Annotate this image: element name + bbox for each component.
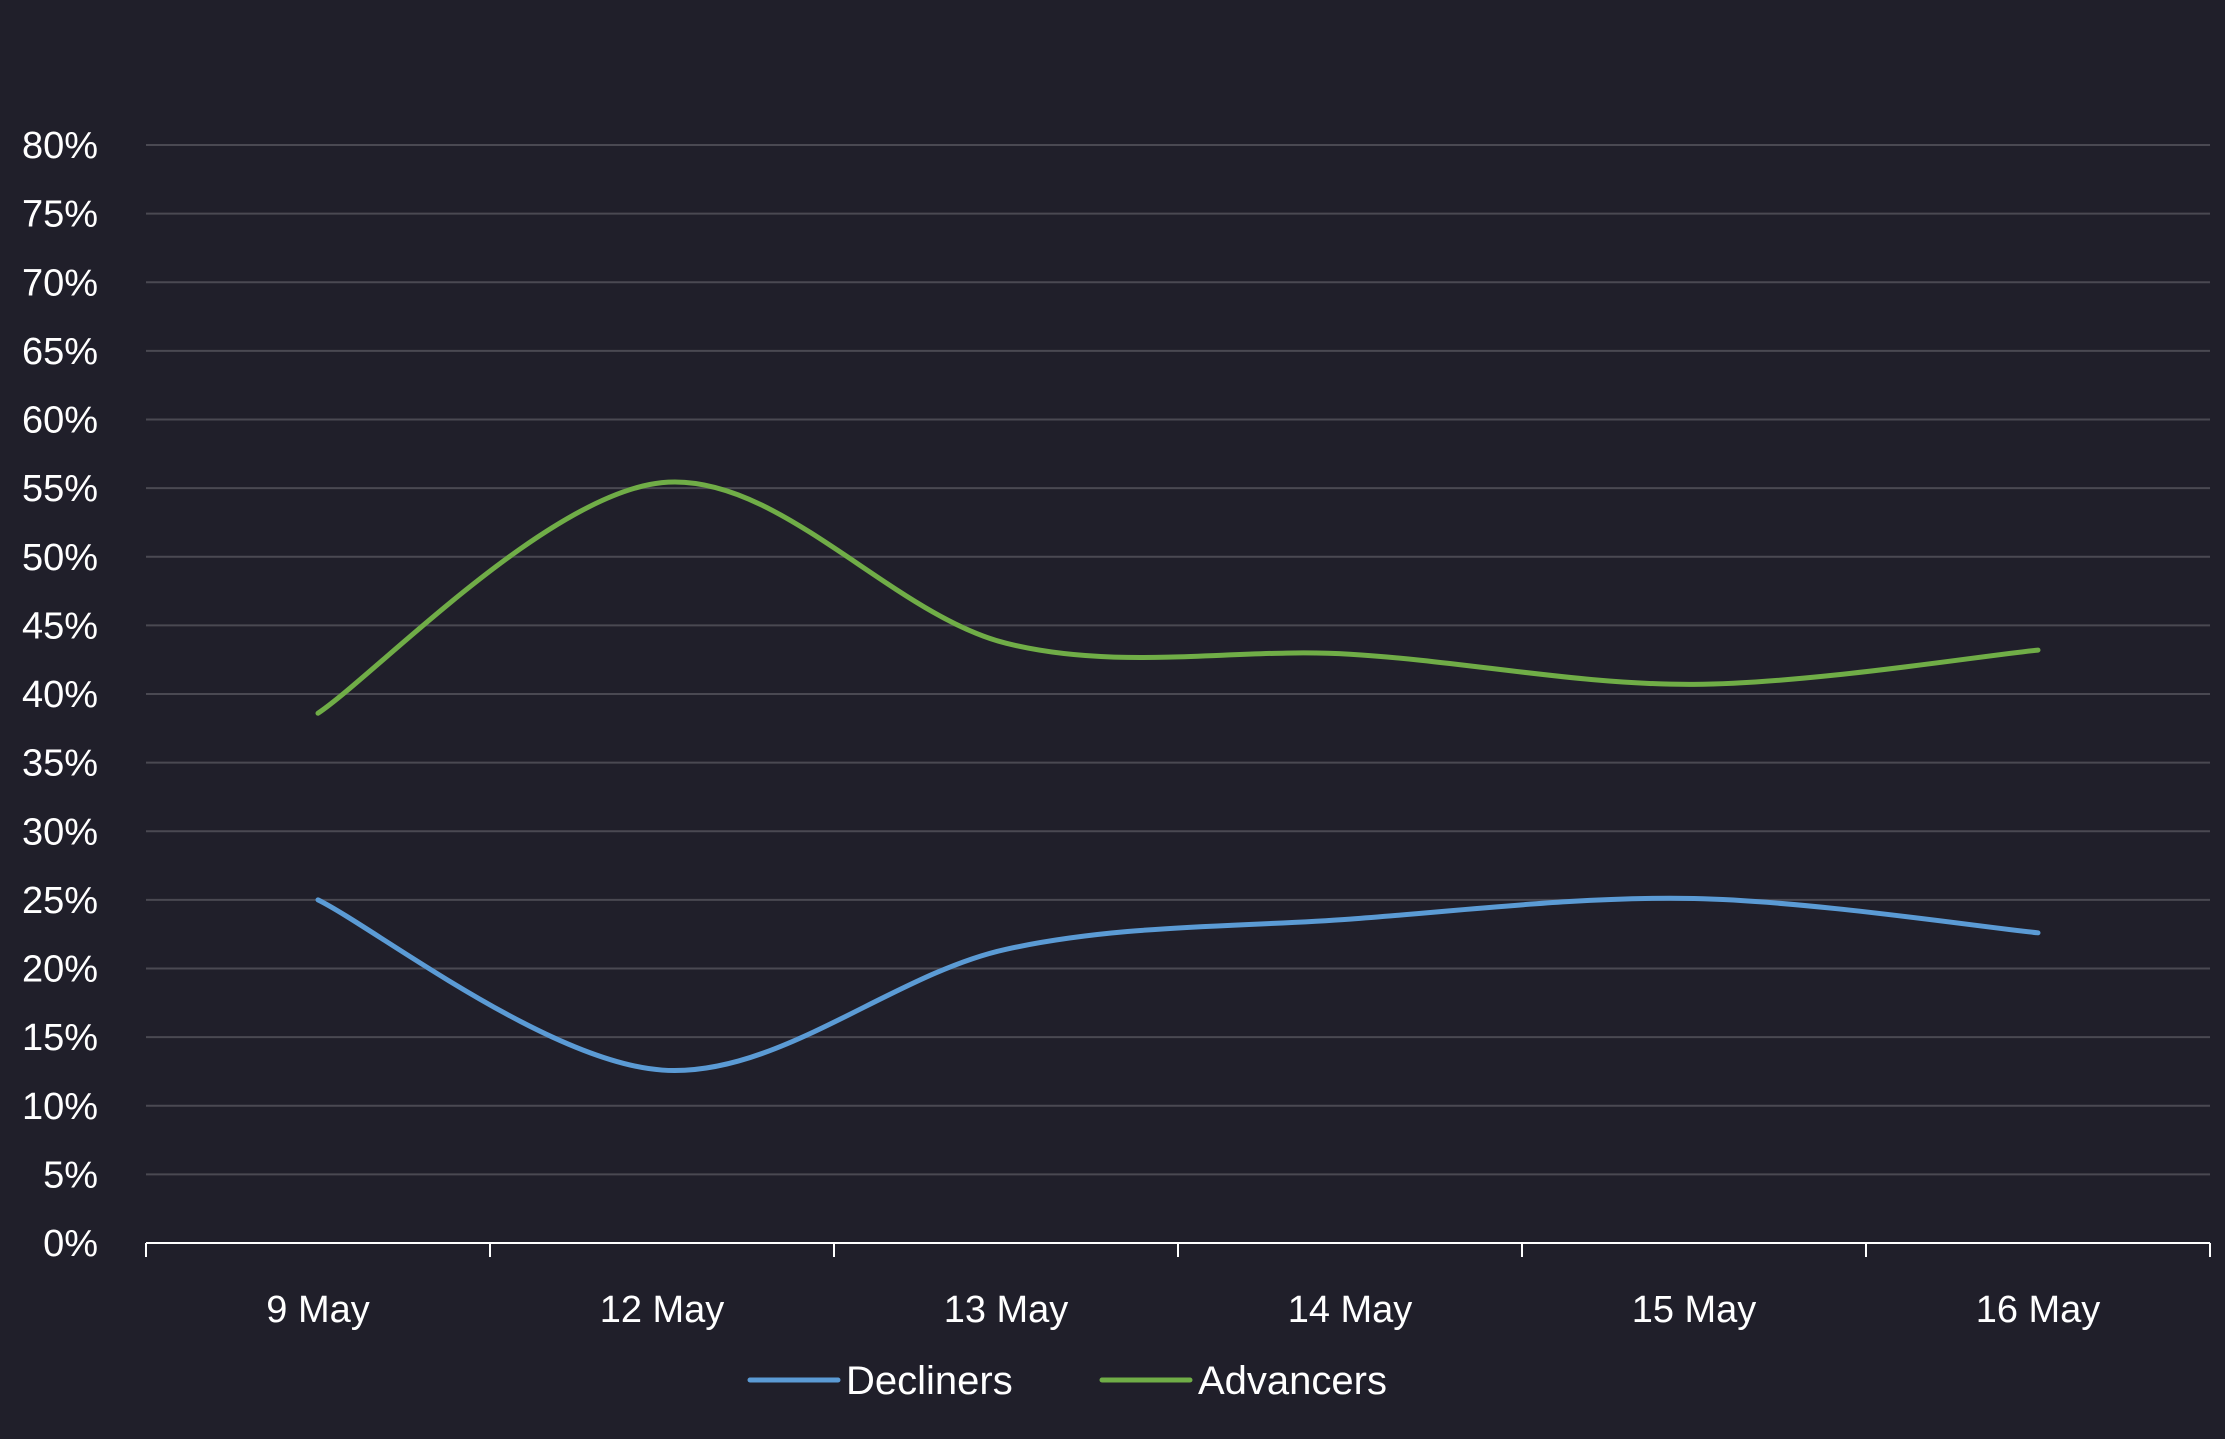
x-tick-label: 12 May — [600, 1289, 725, 1331]
x-tick-label: 9 May — [266, 1289, 369, 1331]
advancers-series-line — [315, 479, 2041, 716]
gridlines — [146, 144, 2210, 1176]
y-tick-label: 45% — [22, 605, 98, 647]
x-axis-tick-labels: 9 May 12 May 13 May 14 May 15 May 16 May — [266, 1289, 2100, 1331]
y-tick-label: 40% — [22, 674, 98, 716]
y-tick-label: 50% — [22, 537, 98, 579]
y-tick-label: 65% — [22, 331, 98, 373]
y-tick-label: 10% — [22, 1086, 98, 1128]
y-tick-label: 5% — [43, 1154, 98, 1196]
y-tick-label: 35% — [22, 743, 98, 785]
series-lines — [315, 479, 2041, 1073]
y-tick-label: 20% — [22, 949, 98, 991]
y-tick-label: 70% — [22, 262, 98, 304]
y-tick-label: 55% — [22, 468, 98, 510]
x-tick-label: 13 May — [944, 1289, 1069, 1331]
legend: Decliners Advancers — [747, 1359, 1387, 1403]
advancers-legend-label: Advancers — [1198, 1359, 1387, 1403]
y-tick-label: 15% — [22, 1017, 98, 1059]
y-tick-label: 0% — [43, 1223, 98, 1265]
x-axis — [145, 1242, 2211, 1257]
y-tick-label: 25% — [22, 880, 98, 922]
y-tick-label: 60% — [22, 400, 98, 442]
decliners-legend-label: Decliners — [846, 1359, 1013, 1403]
x-tick-label: 16 May — [1976, 1289, 2101, 1331]
y-tick-label: 75% — [22, 194, 98, 236]
y-axis-tick-labels: 0% 5% 10% 15% 20% 25% 30% 35% 40% 45% 50% 55% 60% 65%… — [22, 125, 98, 1265]
y-tick-label: 80% — [22, 125, 98, 167]
x-tick-label: 14 May — [1288, 1289, 1413, 1331]
decliners-series-line — [315, 895, 2041, 1073]
x-tick-label: 15 May — [1632, 1289, 1757, 1331]
y-tick-label: 30% — [22, 811, 98, 853]
